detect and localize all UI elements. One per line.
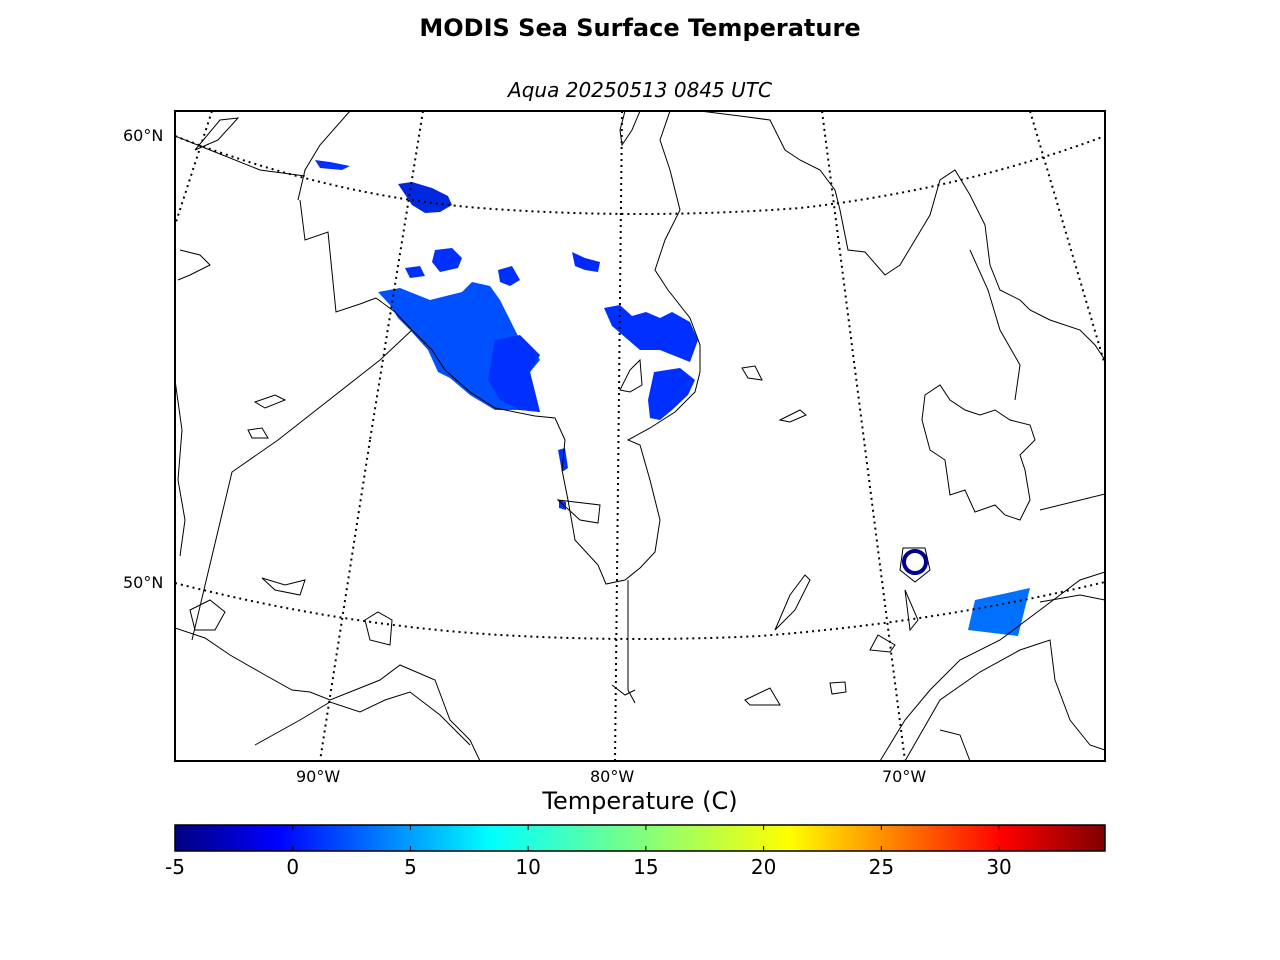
lake-small-3 — [829, 681, 847, 695]
map-area — [175, 111, 1105, 761]
akimiski-island — [619, 358, 643, 393]
sst-james-bay-north — [572, 252, 600, 272]
colorbar-tick-label: 0 — [286, 855, 300, 879]
colorbar-gradient — [174, 824, 1106, 852]
colorbar-tick-label: 15 — [633, 855, 659, 879]
lake-small-8 — [189, 599, 226, 631]
lake-coast-2 — [869, 634, 896, 653]
sst-small-patch-2 — [498, 266, 520, 286]
parallel-60n — [175, 135, 1105, 215]
colorbar-tick-label: 5 — [404, 855, 417, 879]
colorbar-tickmarks — [174, 825, 1000, 851]
lat-label-60n: 60°N — [123, 126, 164, 145]
sst-james-bay-south — [648, 368, 695, 420]
lake-mistassini — [774, 574, 811, 631]
lake-small-6 — [247, 427, 269, 439]
sst-northwest-patch — [315, 160, 350, 170]
lake-nipigon — [364, 611, 393, 646]
lake-coast-3 — [904, 589, 919, 632]
meridian-70w — [1029, 111, 1105, 366]
sst-small-patch-1 — [432, 248, 462, 272]
sst-small-patch-3 — [405, 266, 425, 278]
lat-label-50n: 50°N — [123, 573, 164, 592]
lon-label-80w: 80°W — [590, 767, 635, 786]
coastlines — [175, 111, 1105, 761]
meridian-90w — [175, 111, 213, 226]
sst-reservoir-ring — [902, 549, 928, 575]
meridian-90w-south — [319, 439, 371, 761]
st-lawrence-south — [904, 639, 1105, 761]
lake-small-2 — [778, 409, 807, 423]
lon-label-90w: 90°W — [296, 767, 341, 786]
sst-hudson-bay-north — [398, 182, 452, 213]
colorbar-tick-label: 20 — [750, 855, 777, 879]
meridian-75w — [821, 111, 906, 761]
lake-small-10 — [194, 117, 240, 151]
st-lawrence-north — [879, 571, 1105, 761]
hudson-bay-south-coast — [375, 111, 701, 585]
lake-small-1 — [741, 365, 763, 381]
colorbar-tick-label: 30 — [986, 855, 1012, 879]
map-frame — [174, 110, 1106, 762]
reservoir-outline — [899, 547, 931, 583]
small-coast-vertical — [627, 580, 636, 704]
sst-data-layer — [315, 160, 1030, 636]
western-coast — [175, 135, 306, 177]
great-lakes-superior — [175, 627, 481, 761]
figure-subtitle: Aqua 20250513 0845 UTC — [508, 78, 772, 102]
bay-small-coast — [556, 499, 601, 524]
colorbar-label: Temperature (C) — [542, 787, 738, 815]
sst-st-lawrence-patch — [968, 588, 1030, 636]
colorbar-tick-label: 25 — [868, 855, 895, 879]
lake-small-7 — [261, 577, 306, 596]
lon-label-70w: 70°W — [882, 767, 927, 786]
gaspe-peninsula — [1039, 594, 1105, 603]
hudson-bay-northwest-coast — [297, 111, 351, 201]
sst-hudson-bay-south-dark — [488, 335, 540, 412]
great-lakes-huron — [254, 691, 471, 746]
colorbar-tick-label: 10 — [515, 855, 541, 879]
parallel-50n — [175, 581, 1105, 640]
border-quebec-labrador-south — [1039, 493, 1105, 511]
nova-scotia-coast — [939, 729, 971, 761]
sst-james-bay-patch — [604, 305, 698, 362]
lake-small-9 — [177, 249, 211, 281]
meridian-80w — [614, 111, 623, 761]
lake-small-5 — [253, 394, 287, 409]
figure-title: MODIS Sea Surface Temperature — [419, 14, 861, 42]
ungava-coast — [699, 111, 1105, 361]
labrador-interior-line — [969, 249, 1021, 401]
graticule — [175, 111, 1105, 761]
hudson-bay-west-coast — [299, 199, 377, 313]
quebec-labrador-border — [921, 384, 1036, 521]
colorbar-tick-label: -5 — [165, 855, 185, 879]
lake-small-4 — [744, 687, 781, 706]
quebec-coast-segment — [619, 111, 641, 147]
meridian-85w — [369, 111, 424, 441]
island-coast-west — [175, 379, 186, 557]
manitoba-ontario-border — [191, 329, 413, 641]
